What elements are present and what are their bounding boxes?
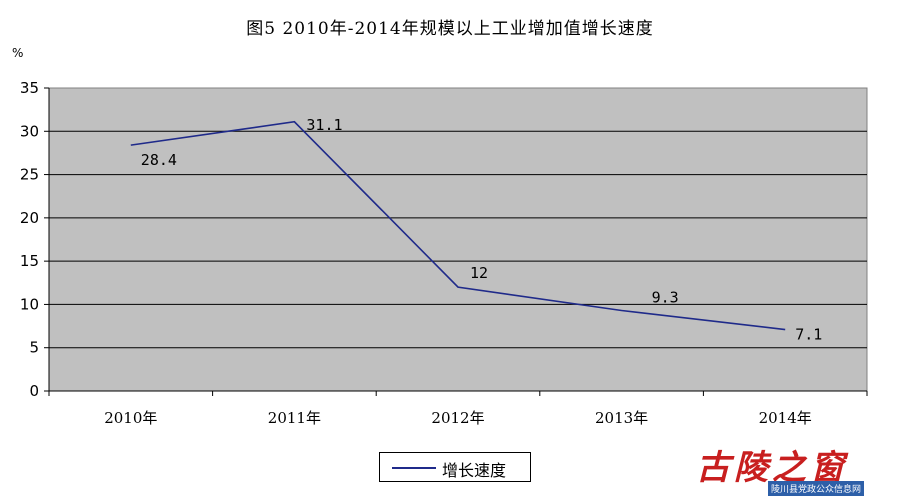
series-line: [130, 120, 786, 331]
y-tick-label: 35: [20, 79, 39, 97]
y-axis-unit: %: [12, 46, 23, 60]
x-tick-label: 2014年: [759, 409, 812, 427]
y-tick-label: 10: [20, 295, 39, 313]
x-tick-label: 2010年: [104, 409, 157, 427]
y-tick-label: 30: [20, 122, 39, 140]
x-tick-label: 2013年: [595, 409, 648, 427]
chart-title: 图5 2010年-2014年规模以上工业增加值增长速度: [246, 19, 654, 39]
data-label: 28.4: [141, 151, 177, 169]
plot-area: 0 5 10 15 20 25 30 35 2010年 2011年 2012年 2013年 2014年%…: [12, 46, 868, 427]
data-label: 7.1: [795, 326, 822, 344]
y-tick-label: 0: [29, 382, 39, 400]
data-label: 31.1: [306, 116, 342, 134]
watermark-subtitle: 陵川县党政公众信息网: [768, 481, 865, 496]
y-tick-label: 5: [29, 339, 39, 357]
watermark-logo: 古陵之窗 陵川县党政公众信息网: [690, 440, 895, 496]
plot-background: [48, 87, 868, 392]
y-tick-label: 25: [20, 166, 39, 184]
y-tick-label: 20: [20, 209, 39, 227]
x-tick-label: 2011年: [268, 409, 321, 427]
x-tick-label: 2012年: [431, 409, 484, 427]
legend-swatch: [392, 467, 436, 469]
data-label: 9.3: [652, 288, 679, 306]
legend: 增长速度: [379, 452, 531, 482]
y-tick-label: 15: [20, 252, 39, 270]
legend-label: 增长速度: [442, 461, 507, 480]
data-label: 12: [470, 264, 488, 282]
